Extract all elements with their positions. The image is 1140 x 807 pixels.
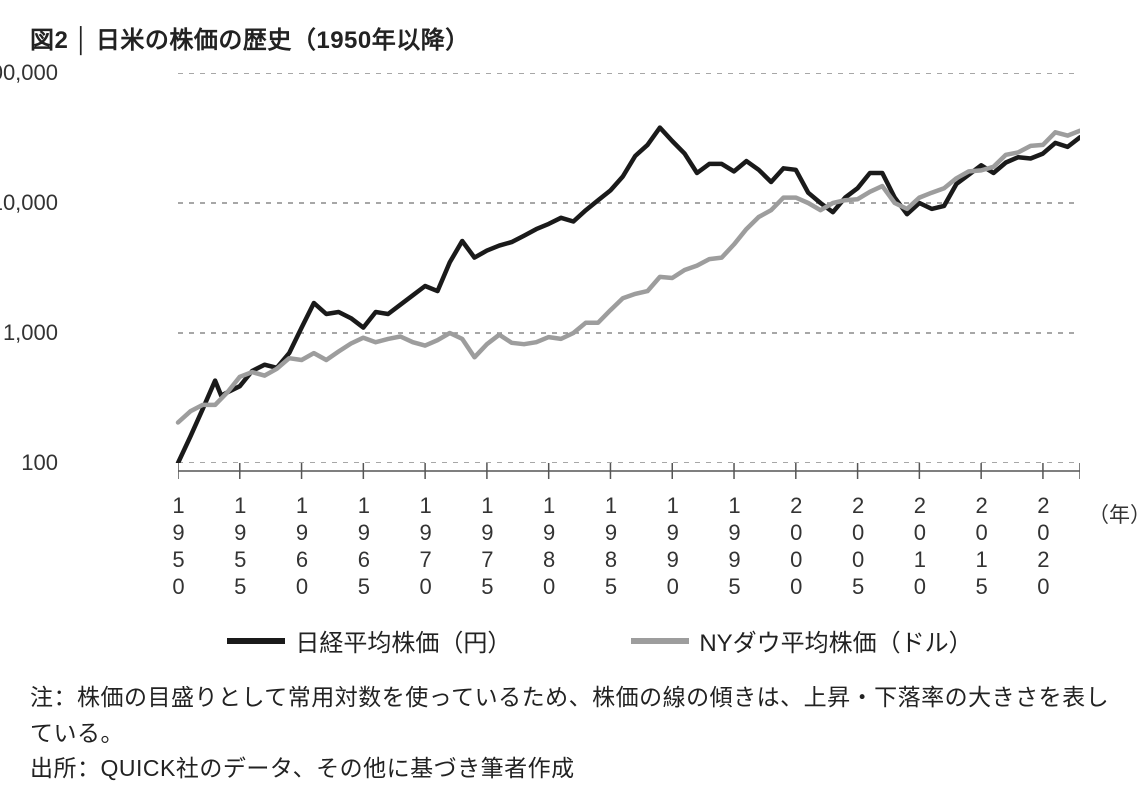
figure-title: 図2│日米の株価の歴史（1950年以降） <box>30 20 1110 55</box>
x-tick-label: 1975 <box>476 493 498 601</box>
x-tick-label: 2020 <box>1032 493 1054 601</box>
legend-item-nikkei: 日経平均株価（円） <box>227 623 511 658</box>
y-tick-label: 100,000 <box>0 60 58 86</box>
x-tick-label: 2010 <box>908 493 930 601</box>
legend-swatch <box>227 638 285 644</box>
legend-swatch <box>631 638 689 644</box>
chart-area: 1001,00010,000100,000 <box>70 73 1080 463</box>
x-tick-label: 2015 <box>970 493 992 601</box>
figure-label: 日米の株価の歴史（1950年以降） <box>96 27 470 54</box>
legend-label: 日経平均株価（円） <box>295 623 511 658</box>
y-tick-label: 1,000 <box>3 320 58 346</box>
y-tick-label: 10,000 <box>0 190 58 216</box>
x-tick-label: 1950 <box>167 493 189 601</box>
legend: 日経平均株価（円） NYダウ平均株価（ドル） <box>90 623 1110 658</box>
x-axis: 1950195519601965197019751980198519901995… <box>178 463 1080 613</box>
x-tick-label: 1970 <box>414 493 436 601</box>
x-tick-label: 1995 <box>723 493 745 601</box>
x-tick-label: 2005 <box>847 493 869 601</box>
x-tick-label: 1955 <box>229 493 251 601</box>
x-tick-label: 1990 <box>661 493 683 601</box>
chart-source: 出所：QUICK社のデータ、その他に基づき筆者作成 <box>30 751 1110 787</box>
x-tick-label: 1965 <box>352 493 374 601</box>
x-tick-label: 1960 <box>291 493 313 601</box>
series-dow <box>178 131 1080 423</box>
legend-label: NYダウ平均株価（ドル） <box>699 623 972 658</box>
chart-note: 注：株価の目盛りとして常用対数を使っているため、株価の線の傾きは、上昇・下落率の… <box>30 680 1110 751</box>
x-tick-label: 1985 <box>599 493 621 601</box>
title-separator: │ <box>74 27 90 54</box>
line-chart <box>70 73 1080 463</box>
legend-item-dow: NYダウ平均株価（ドル） <box>631 623 972 658</box>
figure-number: 図2 <box>30 27 68 54</box>
y-tick-label: 100 <box>21 450 58 476</box>
x-tick-label: 1980 <box>538 493 560 601</box>
x-axis-ticks <box>178 463 1080 491</box>
x-axis-unit: （年） <box>1088 499 1140 529</box>
x-tick-label: 2000 <box>785 493 807 601</box>
